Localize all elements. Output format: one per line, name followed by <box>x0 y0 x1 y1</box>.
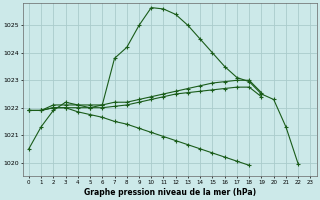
X-axis label: Graphe pression niveau de la mer (hPa): Graphe pression niveau de la mer (hPa) <box>84 188 256 197</box>
